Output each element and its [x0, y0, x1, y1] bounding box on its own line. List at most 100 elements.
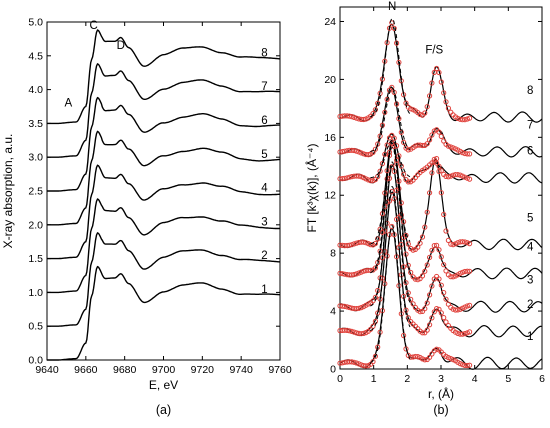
panel-b-fit-point [438, 168, 444, 174]
panel-b-fit-point [415, 142, 421, 148]
panel-b-fit-point [363, 363, 369, 369]
panel-b-fit-point [361, 151, 367, 157]
panel-b-fit-point [358, 174, 364, 180]
panel-b-fit-point [389, 164, 395, 170]
panel-b-fit-point [361, 239, 367, 245]
panel-b-fit-point [464, 362, 470, 369]
panel-b-fit-point [441, 211, 447, 218]
panel-b-fit-point [344, 113, 350, 119]
panel-b-fit-point [396, 116, 402, 122]
panel-b-caption: (b) [433, 403, 448, 417]
panel-b-series-label: 1 [527, 331, 533, 343]
panel-b-series-label: 7 [527, 120, 533, 132]
panel-b-fit-point [353, 173, 360, 179]
panel-b-fit-point [351, 147, 357, 154]
panel-b-fit-point [436, 168, 442, 174]
panel-b-fit-point [389, 189, 395, 195]
panel-b-fit-point [462, 331, 468, 337]
panel-b-fit-point [457, 331, 463, 337]
panel-b-fit-point [349, 305, 355, 311]
panel-a-xtick-label: 9720 [191, 364, 215, 376]
panel-b-experiment-6 [339, 133, 543, 184]
panel-b-fit-point [379, 255, 385, 261]
panel-b-fit-point [422, 224, 428, 230]
panel-b-fit-point [365, 177, 371, 183]
panel-b-fit-point [427, 254, 433, 260]
panel-b-fit-point [464, 268, 470, 274]
panel-b-fit-point [429, 132, 435, 138]
panel-b-fit-point [382, 151, 388, 157]
panel-b-fit-point [358, 331, 364, 337]
panel-b-fit-point [410, 354, 416, 360]
panel-b-fit-point [370, 359, 376, 365]
panel-b-fit-point [436, 247, 442, 253]
panel-b-fit-point [342, 148, 348, 154]
panel-b-fit-point [438, 310, 444, 316]
panel-b-fit-point [346, 242, 352, 248]
panel-b-fit-point [405, 315, 411, 321]
panel-b-fit-point [358, 362, 364, 368]
panel-b-fit-point [339, 242, 345, 248]
panel-b-fit-point [384, 142, 390, 148]
panel-b-fit-point [375, 100, 381, 106]
panel-b-fit-point [427, 190, 433, 196]
panel-b-fit-point [361, 268, 367, 274]
panel-a-caption: (a) [156, 403, 171, 417]
panel-b-fit-point [455, 240, 461, 246]
panel-b-fit-point [344, 304, 350, 310]
panel-b-experiment-4 [339, 140, 543, 280]
panel-b-fit-point [356, 173, 362, 179]
panel-b-fit-point [408, 106, 414, 112]
panel-b-fit-point [351, 241, 357, 247]
panel-a-spectrum-1 [47, 265, 280, 361]
panel-b-fit-point [353, 148, 360, 154]
panel-b-fit-point [358, 305, 364, 311]
panel-b-fit-point [429, 315, 435, 321]
panel-a-xtick-label: 9760 [268, 364, 292, 376]
panel-b-fit-point [349, 242, 355, 248]
panel-b-fit-point [422, 357, 428, 363]
panel-a-ytick-label: 1.0 [28, 287, 43, 299]
panel-b-fit-point [391, 25, 397, 31]
panel-a-frame [46, 21, 281, 361]
panel-b-experiment-7 [340, 86, 543, 158]
panel-b-fit-point [417, 111, 423, 118]
panel-b-fit-point [455, 307, 461, 313]
panel-b-fit-point [434, 65, 440, 72]
panel-b-fit-point [429, 80, 435, 86]
panel-b-fit-point [417, 142, 423, 148]
panel-b-fit-point [459, 117, 466, 123]
panel-b-fit-point [349, 147, 355, 153]
panel-b-fit-point [382, 109, 388, 115]
panel-b-fit-point [427, 292, 433, 298]
panel-b-fit-point [361, 116, 367, 123]
panel-b-fit-point [337, 176, 343, 182]
panel-a-ytick-label: 3.5 [28, 118, 43, 130]
panel-b-fit-point [372, 240, 378, 247]
panel-b-xtick-label: 0 [337, 373, 343, 385]
panel-b-fit-point [455, 172, 461, 178]
panel-b-ytick-label: 8 [330, 248, 336, 260]
panel-b-fit-point [417, 309, 423, 315]
panel-b-fit-point [377, 248, 383, 254]
panel-b-fit-point [415, 244, 421, 250]
panel-b-fit-point [419, 330, 426, 336]
panel-b-fit-point [424, 141, 430, 147]
panel-b-fit-point [342, 359, 348, 365]
panel-b-fit-point [429, 283, 435, 289]
panel-b-fit-point [344, 148, 350, 154]
panel-b-fit-point [427, 93, 433, 99]
panel-b-fit-point [455, 115, 461, 122]
panel-b-fit-point [462, 117, 468, 123]
panel-a-series-label: 8 [261, 47, 267, 59]
panel-b-fit-point [349, 328, 355, 334]
panel-b-fit-point [391, 196, 397, 202]
panel-a-series-label: 6 [261, 115, 267, 127]
panel-b-fit-point [412, 276, 418, 282]
panel-b-fit-point [401, 332, 407, 339]
panel-b-fit-point [450, 306, 456, 312]
panel-b-fit-point [339, 271, 345, 277]
panel-a-spectrum-3 [47, 198, 280, 294]
panel-b-xtick-label: 5 [505, 373, 511, 385]
panel-a-xtick-label: 9640 [35, 364, 59, 376]
